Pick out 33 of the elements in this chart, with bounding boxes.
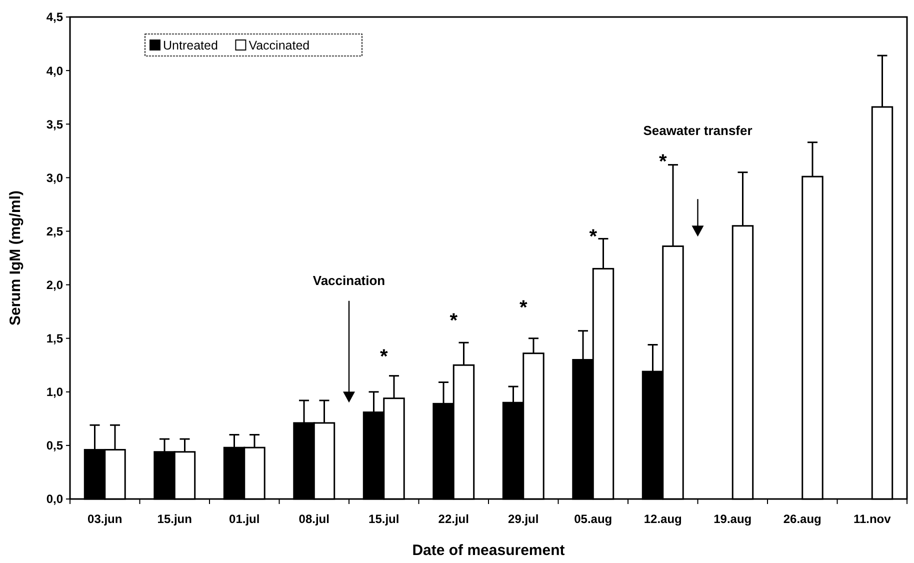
x-tick-label: 22.jul (438, 512, 469, 526)
y-axis-title: Serum IgM (mg/ml) (7, 190, 24, 326)
x-tick-label: 08.jul (298, 512, 330, 526)
x-tick-label: 15.jul (368, 512, 400, 526)
legend-label: Untreated (163, 38, 218, 52)
annotation: Seawater transfer (643, 122, 752, 138)
x-tick-label: 19.aug (714, 512, 752, 526)
annotation: * (658, 151, 667, 174)
x-tick-label: 05.aug (574, 512, 612, 526)
y-tick-label: 0,5 (46, 438, 64, 453)
x-tick-label: 11.nov (853, 512, 892, 526)
y-tick-label: 3,5 (46, 117, 64, 132)
x-tick-label: 29.jul (508, 512, 539, 526)
y-tick-label: 0,0 (46, 492, 64, 506)
annotation: * (519, 296, 528, 319)
legend-label: Vaccinated (248, 38, 310, 52)
annotation: * (380, 346, 388, 368)
annotation: * (450, 310, 458, 332)
x-tick-label: 12.aug (644, 512, 682, 526)
annotation: Vaccination (312, 272, 386, 288)
y-tick-label: 1,0 (46, 385, 64, 400)
x-tick-label: 03.jun (88, 512, 122, 526)
y-tick-label: 4,5 (46, 10, 64, 24)
y-tick-label: 4,0 (46, 64, 64, 78)
y-tick-label: 3,0 (46, 170, 64, 185)
x-tick-label: 01.jul (229, 512, 260, 526)
annotation: * (589, 226, 598, 248)
y-tick-label: 2,0 (46, 278, 64, 292)
y-tick-label: 2,5 (46, 224, 64, 238)
x-tick-label: 15.jun (157, 512, 192, 526)
x-axis-title: Date of measurement (412, 542, 565, 559)
x-tick-label: 26.aug (783, 512, 822, 526)
y-tick-label: 1,5 (46, 332, 64, 346)
